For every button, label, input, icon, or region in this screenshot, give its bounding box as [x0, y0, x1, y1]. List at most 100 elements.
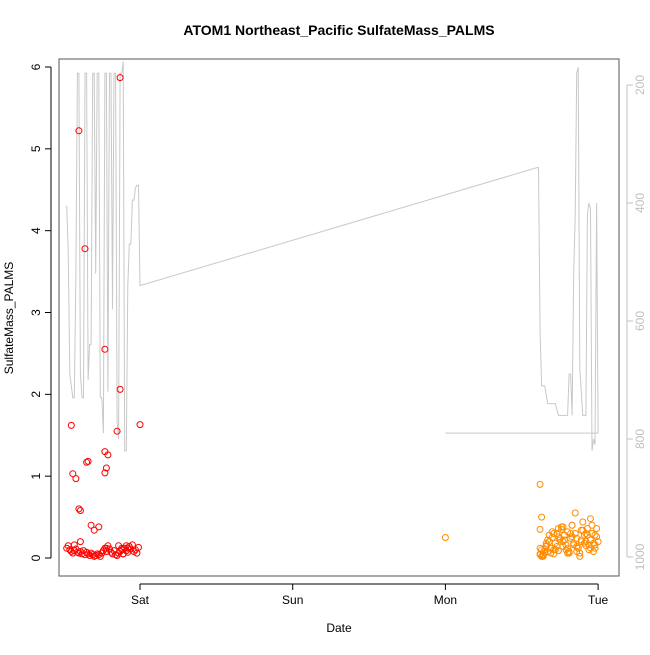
data-point-series-1: [135, 543, 142, 551]
y2-tick-label: 1000: [633, 543, 647, 570]
y-tick-label: 2: [29, 391, 43, 398]
data-point-series-2: [565, 548, 573, 555]
x-axis-label: Date: [326, 621, 352, 635]
data-point-series-1: [102, 544, 110, 552]
data-point-series-1: [84, 550, 92, 558]
data-point-series-1: [119, 550, 127, 558]
y-tick-label: 4: [29, 227, 43, 234]
y2-tick-label: 400: [633, 193, 647, 213]
data-point-series-1: [90, 526, 98, 534]
data-point-series-2: [571, 509, 579, 517]
data-point-series-1: [83, 458, 91, 466]
data-point-series-2: [577, 526, 585, 534]
data-point-series-2: [587, 544, 594, 552]
data-point-series-2: [542, 543, 550, 550]
data-point-series-1: [101, 469, 109, 477]
data-point-series-1: [75, 127, 83, 135]
y2-tick-label: 800: [633, 429, 647, 449]
data-point-series-2: [550, 546, 558, 554]
data-point-series-1: [122, 542, 130, 550]
data-point-series-1: [95, 523, 103, 531]
data-point-series-2: [568, 533, 576, 541]
x-tick-label: Sat: [131, 593, 150, 607]
y2-tick-label: 600: [633, 311, 647, 331]
data-point-series-1: [96, 552, 104, 560]
data-point-series-2: [536, 480, 544, 488]
y2-tick-label: 200: [633, 75, 647, 95]
data-point-series-2: [554, 547, 562, 555]
data-point-series-2: [574, 544, 582, 552]
data-point-series-2: [536, 525, 544, 533]
data-point-series-2: [550, 550, 558, 558]
axes-layer: 0 1 2 3 4 5 6 Sat Sun Mon Tue 200 400 600 800 1000: [29, 63, 647, 607]
data-point-series-1: [81, 245, 89, 253]
data-point-series-1: [113, 427, 121, 435]
x-tick-label: Tue: [588, 593, 609, 607]
data-point-series-2: [577, 536, 585, 544]
data-point-series-1: [70, 541, 78, 549]
data-point-series-1: [84, 457, 92, 465]
y-tick-label: 6: [29, 63, 43, 70]
data-point-series-1: [116, 385, 124, 393]
data-point-series-2: [576, 549, 584, 557]
data-point-series-1: [101, 345, 109, 353]
data-point-series-2: [573, 543, 581, 550]
data-point-series-2: [591, 544, 599, 552]
y-tick-label: 0: [29, 554, 43, 561]
data-point-series-2: [582, 530, 590, 537]
data-point-series-1: [72, 475, 80, 483]
y-tick-label: 5: [29, 145, 43, 152]
plot-frame: [58, 58, 620, 577]
data-point-series-1: [116, 74, 124, 82]
data-point-series-2: [579, 518, 587, 526]
data-point-series-2: [593, 533, 601, 541]
data-point-series-2: [591, 541, 599, 549]
data-point-series-2: [559, 538, 567, 546]
data-point-series-2: [564, 544, 572, 552]
data-point-series-1: [101, 448, 109, 456]
data-point-series-1: [136, 421, 144, 429]
data-point-series-2: [538, 513, 546, 521]
data-point-series-1: [76, 538, 84, 546]
data-point-series-2: [583, 531, 591, 539]
altitude-profile-layer: [66, 61, 599, 452]
data-point-series-2: [554, 525, 562, 532]
data-point-series-2: [545, 531, 553, 539]
data-point-series-2: [541, 546, 549, 554]
data-point-series-2: [580, 531, 588, 539]
data-point-series-2: [587, 515, 594, 523]
data-point-series-2: [542, 539, 550, 547]
x-tick-label: Sun: [282, 593, 303, 607]
data-point-series-2: [554, 533, 562, 541]
data-point-series-2: [553, 530, 561, 537]
data-point-series-2: [568, 521, 576, 529]
data-point-series-2: [583, 525, 591, 532]
y-tick-label: 1: [29, 473, 43, 480]
data-point-series-2: [550, 530, 558, 537]
data-point-series-2: [536, 551, 544, 559]
data-points-layer: [63, 74, 602, 560]
data-point-series-1: [92, 552, 100, 559]
altitude-profile-line: [66, 61, 599, 452]
data-point-series-2: [591, 531, 599, 539]
data-point-series-2: [573, 534, 581, 542]
data-point-series-1: [76, 507, 84, 514]
data-point-series-1: [67, 421, 75, 429]
y-axis-label: SulfateMass_PALMS: [2, 262, 16, 375]
data-point-series-2: [561, 536, 568, 544]
data-point-series-2: [576, 552, 584, 560]
chart-title: ATOM1 Northeast_Pacific SulfateMass_PALM…: [183, 22, 494, 38]
data-point-series-1: [69, 470, 77, 478]
data-point-series-2: [590, 539, 597, 547]
data-point-series-2: [588, 521, 596, 529]
data-point-series-1: [106, 545, 113, 553]
data-point-series-1: [87, 521, 95, 529]
data-point-series-2: [559, 523, 567, 531]
data-point-series-2: [441, 534, 449, 541]
data-point-series-1: [75, 505, 83, 513]
data-point-series-2: [544, 536, 552, 544]
data-point-series-2: [564, 549, 572, 557]
data-point-series-1: [102, 464, 110, 472]
